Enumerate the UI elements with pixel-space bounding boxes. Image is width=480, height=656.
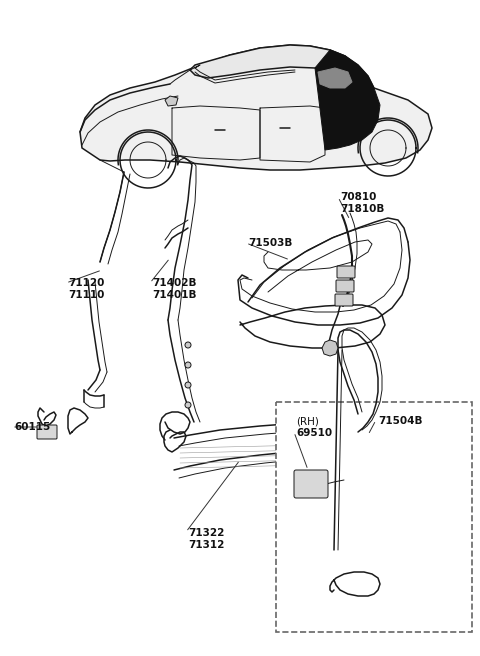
Text: 60115: 60115 — [14, 422, 50, 432]
FancyBboxPatch shape — [276, 402, 472, 632]
FancyBboxPatch shape — [335, 294, 353, 306]
Text: (RH): (RH) — [296, 416, 319, 426]
Polygon shape — [80, 45, 432, 170]
Text: 71312: 71312 — [188, 540, 224, 550]
Polygon shape — [322, 340, 338, 356]
Circle shape — [185, 382, 191, 388]
FancyBboxPatch shape — [337, 266, 355, 278]
Polygon shape — [315, 50, 380, 150]
Circle shape — [185, 342, 191, 348]
Text: 71810B: 71810B — [340, 204, 384, 214]
Polygon shape — [318, 68, 352, 88]
Text: 71110: 71110 — [68, 290, 104, 300]
Text: 71322: 71322 — [188, 528, 224, 538]
Text: 70810: 70810 — [340, 192, 376, 202]
Text: 71120: 71120 — [68, 278, 104, 288]
FancyBboxPatch shape — [336, 280, 354, 292]
Text: 71504B: 71504B — [378, 416, 422, 426]
Text: 69510: 69510 — [296, 428, 332, 438]
Polygon shape — [165, 96, 178, 106]
FancyBboxPatch shape — [294, 470, 328, 498]
Text: 71503B: 71503B — [248, 238, 292, 248]
FancyBboxPatch shape — [37, 425, 57, 439]
Text: 71401B: 71401B — [152, 290, 196, 300]
Circle shape — [185, 402, 191, 408]
Circle shape — [185, 362, 191, 368]
Text: 71402B: 71402B — [152, 278, 196, 288]
Polygon shape — [190, 45, 355, 78]
